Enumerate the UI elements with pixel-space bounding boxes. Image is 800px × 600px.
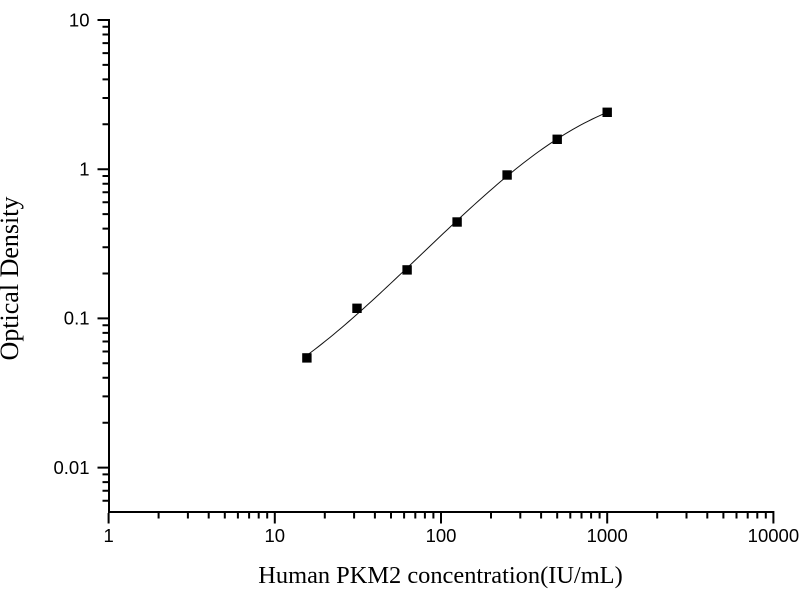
svg-text:1000: 1000 xyxy=(587,525,628,546)
svg-text:1: 1 xyxy=(79,159,89,180)
svg-text:10: 10 xyxy=(265,525,286,546)
svg-text:10: 10 xyxy=(69,9,90,30)
svg-text:100: 100 xyxy=(426,525,457,546)
svg-text:0.1: 0.1 xyxy=(64,308,90,329)
svg-text:10000: 10000 xyxy=(748,525,799,546)
svg-text:1: 1 xyxy=(103,525,113,546)
svg-text:0.01: 0.01 xyxy=(53,457,89,478)
svg-text:Human PKM2 concentration(IU/mL: Human PKM2 concentration(IU/mL) xyxy=(258,562,622,589)
svg-text:Optical Density: Optical Density xyxy=(0,197,24,361)
